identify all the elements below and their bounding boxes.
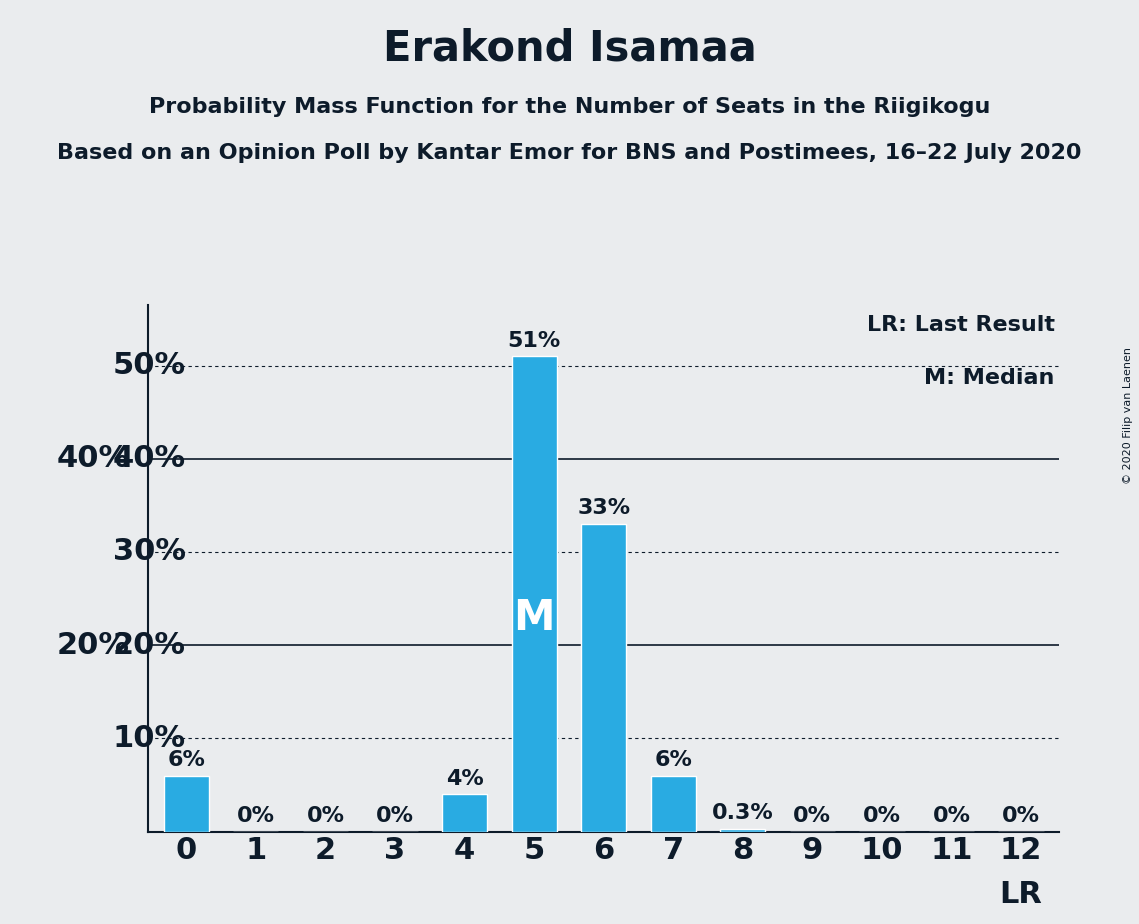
- Text: 0%: 0%: [794, 806, 831, 826]
- Bar: [442, 795, 487, 832]
- Text: © 2020 Filip van Laenen: © 2020 Filip van Laenen: [1123, 347, 1133, 484]
- Text: 50%: 50%: [113, 351, 186, 380]
- Bar: [164, 775, 208, 832]
- Bar: [720, 829, 765, 832]
- Text: Probability Mass Function for the Number of Seats in the Riigikogu: Probability Mass Function for the Number…: [149, 97, 990, 117]
- Text: LR: LR: [1000, 880, 1042, 909]
- Text: 20%: 20%: [113, 631, 186, 660]
- Text: 0.3%: 0.3%: [712, 803, 773, 823]
- Bar: [511, 356, 557, 832]
- Text: 6%: 6%: [167, 750, 205, 770]
- Text: M: Median: M: Median: [925, 368, 1055, 388]
- Text: 4%: 4%: [445, 769, 483, 789]
- Text: LR: Last Result: LR: Last Result: [867, 315, 1055, 335]
- Text: M: M: [514, 597, 555, 638]
- Text: Erakond Isamaa: Erakond Isamaa: [383, 28, 756, 69]
- Text: 6%: 6%: [654, 750, 693, 770]
- Text: 0%: 0%: [237, 806, 274, 826]
- Text: 10%: 10%: [113, 723, 186, 753]
- Text: 0%: 0%: [376, 806, 413, 826]
- Bar: [581, 524, 626, 832]
- Bar: [650, 775, 696, 832]
- Text: 0%: 0%: [306, 806, 344, 826]
- Text: 0%: 0%: [1002, 806, 1040, 826]
- Text: 33%: 33%: [577, 498, 630, 518]
- Text: 30%: 30%: [113, 538, 186, 566]
- Text: 40%: 40%: [57, 444, 130, 473]
- Text: 40%: 40%: [113, 444, 186, 473]
- Text: 0%: 0%: [863, 806, 901, 826]
- Text: 20%: 20%: [57, 631, 130, 660]
- Text: 0%: 0%: [933, 806, 970, 826]
- Text: Based on an Opinion Poll by Kantar Emor for BNS and Postimees, 16–22 July 2020: Based on an Opinion Poll by Kantar Emor …: [57, 143, 1082, 164]
- Text: 51%: 51%: [508, 331, 560, 350]
